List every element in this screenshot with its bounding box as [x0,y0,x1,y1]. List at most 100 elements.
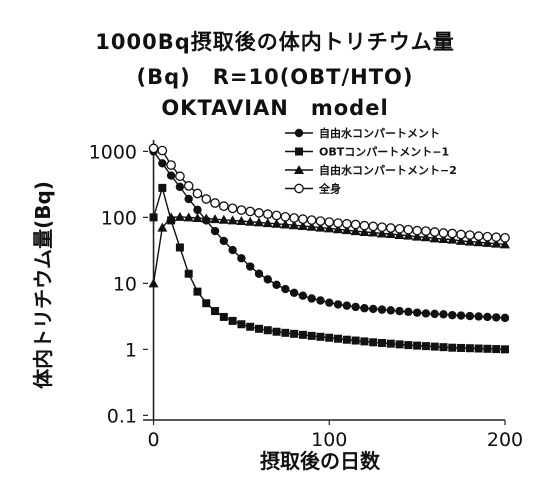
x-tick-label: 0 [147,429,159,451]
data-point [482,237,493,247]
series-2 [149,183,509,354]
data-point [447,228,458,239]
data-point [289,220,300,230]
data-point [465,311,475,321]
data-point [271,218,282,228]
x-axis-label: 摂取後の日数 [260,449,381,473]
data-point [289,213,299,223]
data-point [420,232,431,242]
data-point [412,308,422,317]
data-point [377,222,387,233]
data-point [341,218,352,229]
data-point [245,216,256,226]
data-point [385,228,396,238]
data-point [429,233,440,243]
data-point [149,213,158,222]
data-point [465,230,475,240]
chart-title-line-1: 1000Bq摂取後の体内トリチウム量 [95,30,455,54]
y-tick-label: 100 [101,207,137,229]
data-point [334,334,343,343]
data-point [228,245,237,255]
data-point [236,205,247,215]
data-point [350,226,361,236]
data-point [448,310,457,320]
legend-label: 自由水コンパートメント−2 [319,163,457,177]
data-point [280,211,291,222]
data-point [456,229,466,240]
data-point [272,280,281,290]
legend-item: 全身 [285,182,341,196]
data-point [175,243,184,252]
data-point [404,341,413,350]
data-point [158,183,167,192]
data-point [342,335,351,344]
data-point [227,203,238,214]
data-point [316,332,325,341]
chart-title-line-2: (Bq) R=10(OBT/HTO) [136,65,414,89]
data-point [386,306,395,315]
data-point [306,221,317,231]
data-point [501,345,509,354]
data-point [492,313,501,322]
data-point [430,309,439,319]
data-point [262,209,273,219]
data-point [201,194,212,204]
data-point [360,337,369,346]
data-point [192,188,203,199]
data-point [457,343,466,352]
data-point [456,235,467,245]
data-point [218,201,229,211]
data-point [202,299,211,308]
data-point [464,236,475,246]
data-point [483,312,492,322]
x-tick-label: 100 [311,429,347,451]
data-point [245,206,256,217]
data-point [341,225,352,235]
data-point [342,301,352,310]
data-point [298,291,308,300]
data-point [236,216,247,226]
data-point [333,224,344,234]
legend-background [279,123,527,201]
data-point [315,216,326,226]
data-point [280,219,291,229]
data-point [254,208,264,218]
data-point [325,333,334,342]
data-point [500,239,510,249]
data-point [369,338,378,347]
series-group [148,143,510,354]
series-line [152,185,506,351]
series-1 [149,147,510,323]
x-tick-label: 200 [487,429,523,451]
data-point [376,228,387,238]
data-point [403,230,414,240]
data-point [184,194,193,204]
data-point [201,213,212,223]
data-point [491,232,502,243]
data-point [333,300,343,309]
data-point [333,218,343,228]
data-point [218,214,229,224]
data-point [210,198,220,208]
data-point [184,269,193,278]
data-point [192,212,203,222]
data-point [174,211,185,221]
data-point [483,344,492,353]
data-point [369,304,378,314]
data-point [325,298,334,307]
data-point [439,343,448,352]
data-point [474,312,483,321]
y-tick-label: 1 [125,339,137,361]
data-point [395,340,404,349]
data-point [193,287,202,296]
legend-label: 全身 [318,182,341,196]
data-point [403,224,414,235]
data-point [412,225,422,236]
data-point [148,278,159,288]
data-point [385,223,396,233]
data-point [438,228,449,238]
data-point [237,254,246,263]
data-point [228,316,237,325]
data-point [263,326,272,335]
data-point [368,227,379,237]
